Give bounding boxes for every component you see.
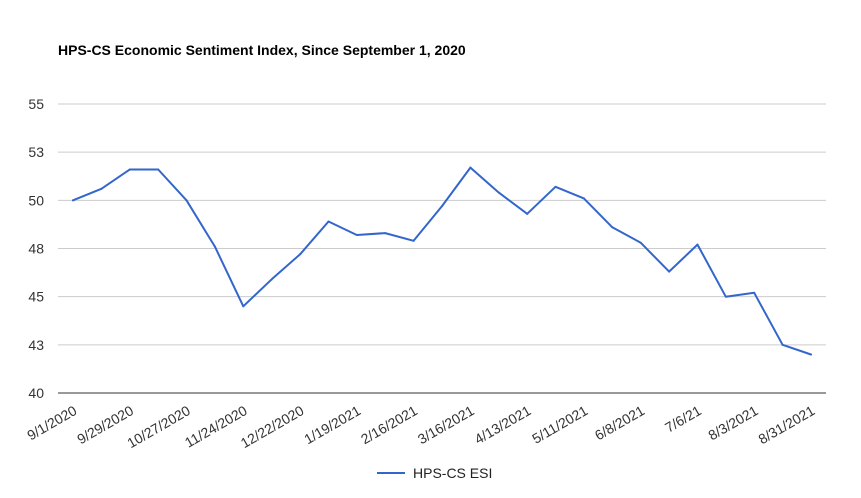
legend-label: HPS-CS ESI	[413, 465, 492, 481]
data-point	[668, 270, 671, 273]
data-point	[554, 185, 557, 188]
x-tick-label: 7/6/21	[662, 402, 704, 435]
data-point	[497, 191, 500, 194]
x-tick-label: 11/24/2020	[182, 402, 250, 450]
data-point	[469, 166, 472, 169]
data-point	[696, 243, 699, 246]
data-point	[299, 253, 302, 256]
y-tick-label: 53	[28, 144, 44, 160]
y-axis-ticks: 40 43 45 48 50 53 55	[28, 96, 44, 401]
data-point	[441, 205, 443, 208]
data-point	[582, 197, 585, 200]
y-tick-label: 48	[28, 241, 44, 257]
data-point	[100, 187, 103, 190]
x-tick-label: 9/1/2020	[24, 402, 79, 443]
data-point	[753, 291, 756, 294]
x-tick-label: 4/13/2021	[472, 402, 534, 447]
chart-title: HPS-CS Economic Sentiment Index, Since S…	[58, 42, 466, 58]
x-tick-label: 2/16/2021	[358, 402, 420, 447]
x-tick-label: 3/16/2021	[415, 402, 477, 447]
y-tick-label: 43	[28, 337, 44, 353]
y-tick-label: 45	[28, 289, 44, 305]
y-tick-label: 40	[28, 385, 44, 401]
x-tick-label: 10/27/2020	[124, 402, 193, 451]
data-point	[242, 305, 245, 308]
data-point	[72, 199, 74, 202]
x-tick-label: 1/19/2021	[301, 402, 363, 447]
data-point	[724, 295, 727, 298]
series-line	[72, 166, 812, 356]
data-point	[157, 168, 160, 171]
x-tick-label: 8/3/2021	[705, 402, 760, 443]
data-point	[185, 199, 188, 202]
series-layer	[72, 166, 812, 356]
data-point	[384, 232, 387, 235]
data-point	[355, 234, 358, 237]
x-axis-ticks: 9/1/20209/29/202010/27/202011/24/202012/…	[24, 402, 817, 451]
data-point	[128, 168, 131, 171]
x-tick-label: 5/11/2021	[529, 402, 590, 447]
legend: HPS-CS ESI	[377, 465, 492, 481]
x-tick-label: 6/8/2021	[592, 402, 647, 443]
data-point	[810, 353, 812, 356]
x-tick-label: 12/22/2020	[238, 402, 307, 451]
data-point	[213, 245, 216, 248]
data-point	[526, 212, 529, 215]
data-point	[327, 220, 330, 223]
y-tick-label: 55	[28, 96, 44, 112]
data-point	[412, 239, 415, 242]
data-point	[611, 226, 614, 229]
data-point	[781, 343, 784, 346]
data-point	[270, 278, 273, 281]
gridlines	[58, 103, 826, 394]
x-tick-label: 8/31/2021	[755, 402, 817, 447]
data-point	[639, 241, 642, 244]
y-tick-label: 50	[28, 192, 44, 208]
